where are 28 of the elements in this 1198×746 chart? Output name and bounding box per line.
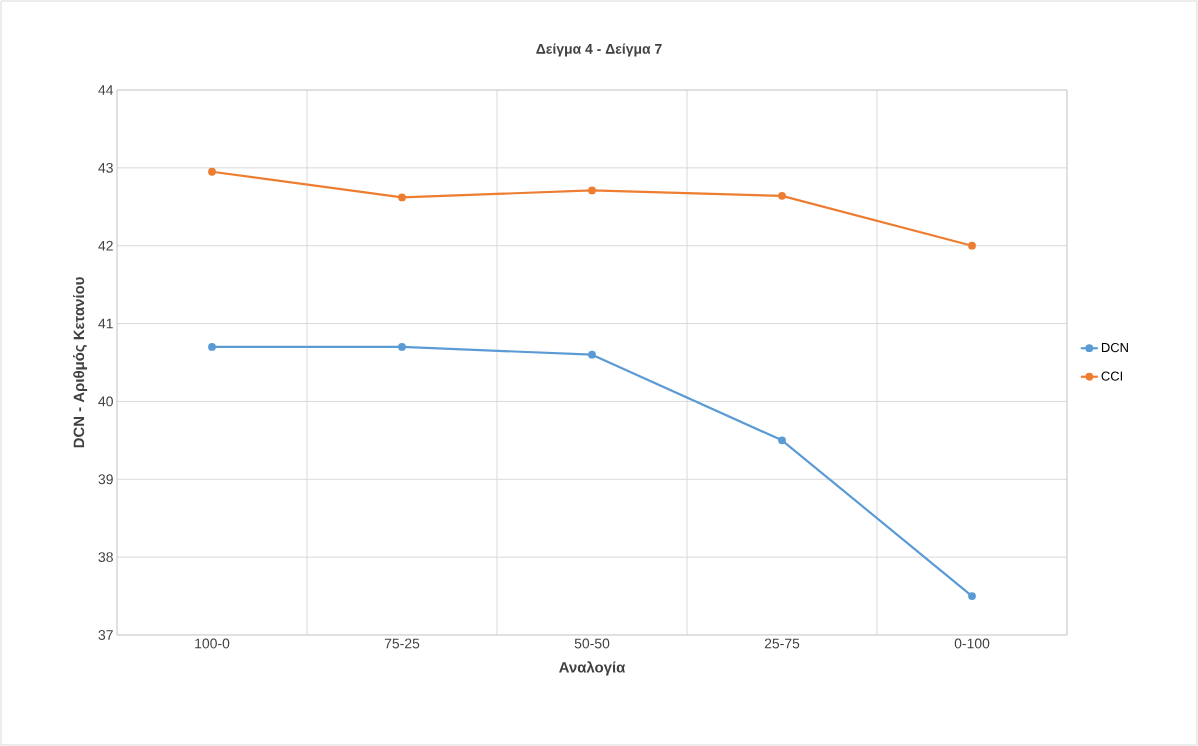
x-tick-label: 100-0 (195, 638, 230, 649)
y-tick-label: 39 (98, 474, 113, 485)
y-tick-label: 42 (98, 240, 113, 251)
x-tick-label: 25-75 (764, 638, 800, 649)
y-tick-label: 37 (98, 630, 113, 640)
x-tick-label: 75-25 (384, 638, 420, 649)
point (398, 343, 406, 351)
point (778, 436, 786, 445)
point (968, 241, 976, 250)
legend-label: DCN (1101, 342, 1128, 353)
y-tick-label: 40 (98, 396, 113, 407)
y-tick-label: 38 (98, 552, 113, 563)
y-tick-label: 43 (98, 162, 113, 173)
y-axis-title: DCN - Αριθμός Κετανίου (73, 277, 88, 448)
chart-title: Δείγμα 4 - Δείγμα 7 (536, 43, 662, 57)
y-tick-label: 41 (98, 318, 113, 329)
legend-label: CCI (1101, 371, 1122, 381)
point (778, 191, 786, 200)
point (208, 167, 216, 176)
point (588, 350, 596, 359)
x-axis-title: Αναλογία (559, 661, 626, 676)
y-tick-label: 44 (98, 85, 114, 95)
point (588, 186, 596, 195)
point (968, 592, 976, 600)
x-tick-label: 0-100 (954, 638, 990, 649)
point (208, 343, 216, 351)
x-tick-label: 50-50 (574, 638, 610, 649)
point (398, 193, 406, 202)
